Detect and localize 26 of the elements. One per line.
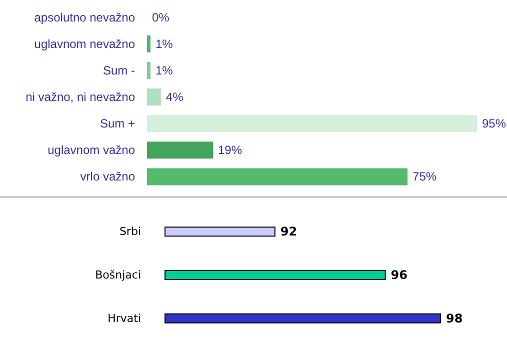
bar <box>147 35 150 52</box>
y-tick-label: Bošnjaci <box>95 268 141 282</box>
y-tick-label: ni važno, ni nevažno <box>26 90 136 104</box>
data-label: 1% <box>155 63 174 78</box>
data-label: 1% <box>155 36 174 51</box>
y-tick-label: Srbi <box>119 225 141 238</box>
y-tick-label: Hrvati <box>108 312 141 325</box>
data-label: 0% <box>152 10 170 24</box>
bar <box>147 62 150 79</box>
y-tick-label: Sum - <box>102 63 135 78</box>
bar <box>147 115 477 132</box>
data-label: 92 <box>280 224 298 239</box>
bar <box>147 88 161 106</box>
y-tick-label: Sum + <box>100 116 135 131</box>
data-label: 4% <box>166 90 184 104</box>
data-label: 95% <box>482 116 506 131</box>
data-label: 75% <box>412 170 437 184</box>
y-tick-label: apsolutno nevažno <box>34 10 136 24</box>
data-label: 98 <box>446 311 463 326</box>
data-label: 96 <box>390 268 408 282</box>
bar <box>147 168 408 186</box>
y-tick-label: vrlo važno <box>80 170 136 184</box>
y-tick-label: uglavnom važno <box>48 143 136 158</box>
bar <box>147 142 213 159</box>
y-tick-label: uglavnom nevažno <box>34 36 136 51</box>
data-label: 19% <box>218 143 242 158</box>
